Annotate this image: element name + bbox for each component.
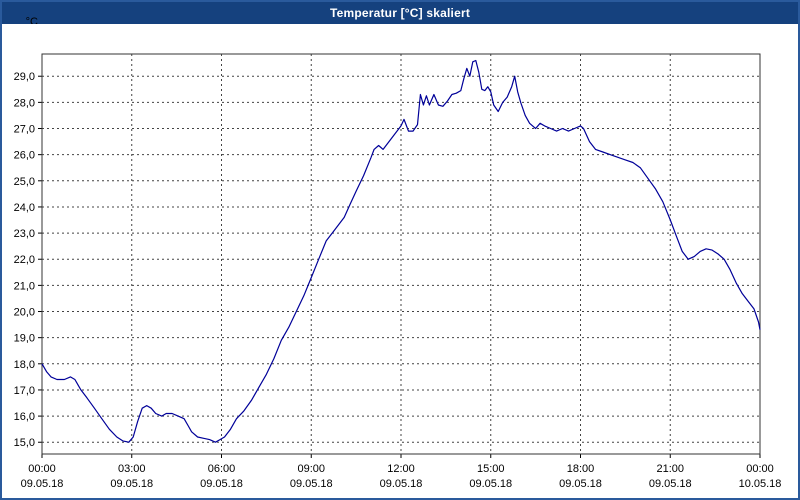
y-tick-label: 29,0 xyxy=(14,71,35,83)
x-tick-time-label: 00:00 xyxy=(746,463,774,475)
y-tick-label: 15,0 xyxy=(14,437,35,449)
x-tick-date-label: 09.05.18 xyxy=(110,478,153,490)
x-tick-date-label: 10.05.18 xyxy=(739,478,782,490)
x-tick-time-label: 09:00 xyxy=(297,463,325,475)
y-tick-label: 19,0 xyxy=(14,333,35,345)
x-tick-time-label: 00:00 xyxy=(28,463,56,475)
temperature-line-chart: 29,0 28,0 27,0 26,0 25,0 24,0 23,0 22,0 21,0 20,0… xyxy=(14,53,782,490)
y-tick-label: 21,0 xyxy=(14,280,35,292)
x-tick-date-label: 09.05.18 xyxy=(290,478,333,490)
y-tick-label: 24,0 xyxy=(14,202,35,214)
y-tick-label: 20,0 xyxy=(14,307,35,319)
x-tick-date-label: 09.05.18 xyxy=(200,478,243,490)
y-tick-label: 18,0 xyxy=(14,359,35,371)
x-tick-date-label: 09.05.18 xyxy=(649,478,692,490)
y-tick-label: 28,0 xyxy=(14,97,35,109)
y-tick-label: 16,0 xyxy=(14,411,35,423)
x-tick-date-label: 09.05.18 xyxy=(380,478,423,490)
temperature-line xyxy=(41,59,761,443)
x-tick-time-label: 18:00 xyxy=(567,463,595,475)
title-bar[interactable]: Temperatur [°C] skaliert xyxy=(2,2,798,24)
x-tick-date-label: 09.05.18 xyxy=(469,478,512,490)
x-tick-time-label: 12:00 xyxy=(387,463,415,475)
chart-area: 29,0 28,0 27,0 26,0 25,0 24,0 23,0 22,0 21,0 20,0… xyxy=(2,24,798,498)
y-tick-label: 27,0 xyxy=(14,124,35,136)
y-tick-label: 23,0 xyxy=(14,228,35,240)
y-tick-label: 22,0 xyxy=(14,254,35,266)
x-tick-time-label: 21:00 xyxy=(656,463,684,475)
x-tick-time-label: 06:00 xyxy=(208,463,236,475)
x-tick-time-label: 15:00 xyxy=(477,463,505,475)
x-tick-date-label: 09.05.18 xyxy=(559,478,602,490)
plot-border xyxy=(41,53,761,455)
window-title: Temperatur [°C] skaliert xyxy=(329,6,471,20)
x-tick-date-label: 09.05.18 xyxy=(21,478,64,490)
y-tick-label: 26,0 xyxy=(14,150,35,162)
y-tick-label: 25,0 xyxy=(14,176,35,188)
x-tick-time-label: 03:00 xyxy=(118,463,146,475)
y-tick-label: 17,0 xyxy=(14,385,35,397)
